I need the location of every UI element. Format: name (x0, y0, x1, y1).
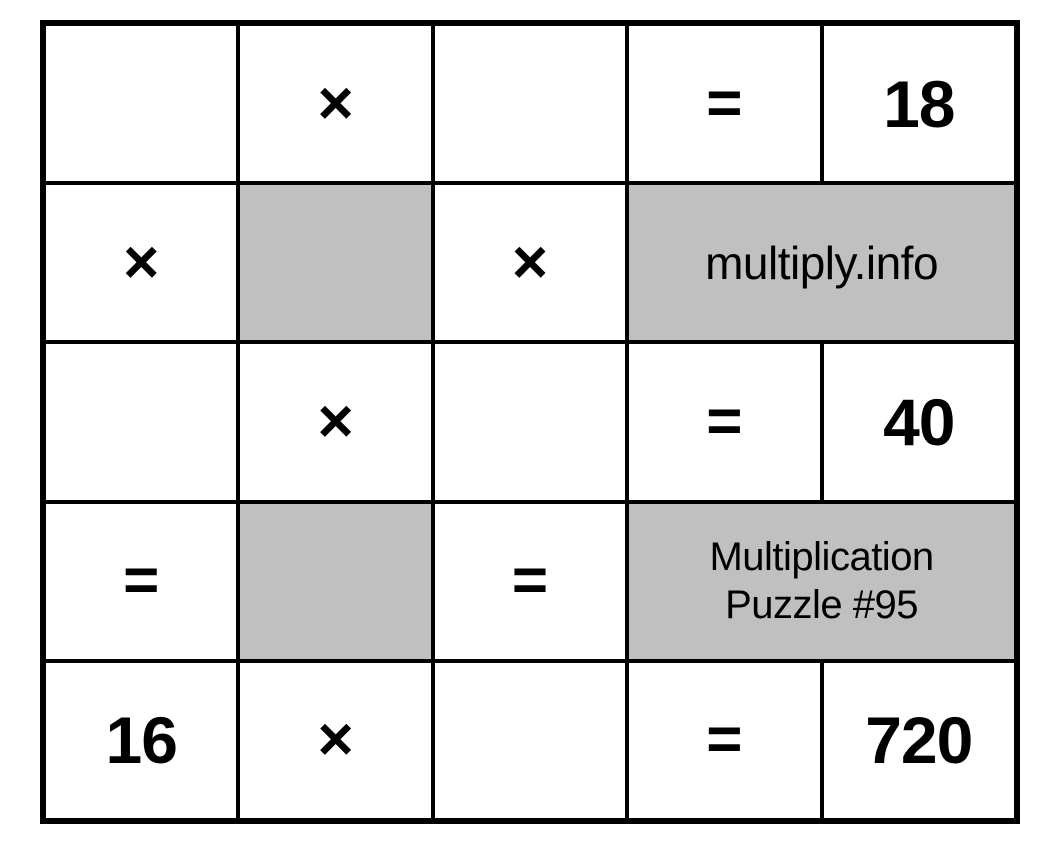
times-icon: × (123, 232, 159, 294)
cell-r3-title: Multiplication Puzzle #95 (627, 502, 1016, 661)
cell-r1c1-shaded (238, 183, 432, 342)
equals-icon: = (123, 550, 159, 612)
puzzle-container: × = 18 × × multiply.info × (40, 20, 1020, 824)
equals-icon: = (706, 709, 742, 771)
times-icon: × (317, 391, 353, 453)
cell-r0c0-blank[interactable] (44, 24, 238, 183)
puzzle-grid: × = 18 × × multiply.info × (44, 24, 1016, 820)
value-r2c4: 40 (883, 389, 954, 455)
cell-r1-brand: multiply.info (627, 183, 1016, 342)
cell-r2c1-op: × (238, 342, 432, 501)
value-r0c4: 18 (883, 71, 954, 137)
cell-r4c4-result: 720 (822, 661, 1016, 820)
cell-r2c2-blank[interactable] (433, 342, 627, 501)
times-icon: × (317, 73, 353, 135)
equals-icon: = (706, 73, 742, 135)
cell-r0c2-blank[interactable] (433, 24, 627, 183)
cell-r3c1-shaded (238, 502, 432, 661)
cell-r0c1-op: × (238, 24, 432, 183)
cell-r2c4-result: 40 (822, 342, 1016, 501)
cell-r4c2-blank[interactable] (433, 661, 627, 820)
cell-r0c4-result: 18 (822, 24, 1016, 183)
cell-r0c3-op: = (627, 24, 821, 183)
cell-r2c0-blank[interactable] (44, 342, 238, 501)
cell-r4c1-op: × (238, 661, 432, 820)
value-r4c4: 720 (865, 707, 972, 773)
value-r4c0: 16 (105, 707, 176, 773)
times-icon: × (317, 709, 353, 771)
cell-r1c0-op: × (44, 183, 238, 342)
cell-r4c3-op: = (627, 661, 821, 820)
cell-r3c0-op: = (44, 502, 238, 661)
brand-label: multiply.info (705, 236, 938, 290)
times-icon: × (512, 232, 548, 294)
equals-icon: = (706, 391, 742, 453)
equals-icon: = (512, 550, 548, 612)
cell-r4c0-value: 16 (44, 661, 238, 820)
cell-r3c2-op: = (433, 502, 627, 661)
cell-r1c2-op: × (433, 183, 627, 342)
cell-r2c3-op: = (627, 342, 821, 501)
puzzle-title: Multiplication Puzzle #95 (709, 533, 933, 629)
